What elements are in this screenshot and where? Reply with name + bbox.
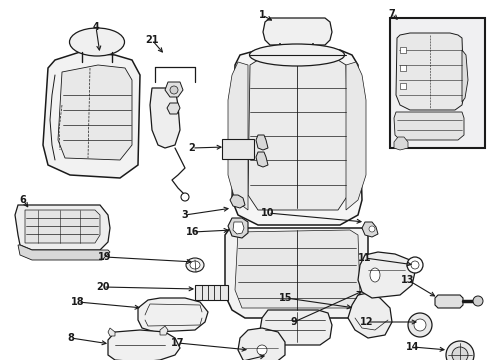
Polygon shape bbox=[247, 60, 347, 210]
Polygon shape bbox=[138, 298, 207, 332]
Text: 16: 16 bbox=[186, 227, 199, 237]
Circle shape bbox=[181, 193, 189, 201]
Circle shape bbox=[406, 257, 422, 273]
Polygon shape bbox=[347, 293, 391, 338]
Polygon shape bbox=[108, 330, 180, 360]
Text: 10: 10 bbox=[261, 208, 274, 218]
Text: 9: 9 bbox=[290, 317, 297, 327]
Polygon shape bbox=[15, 205, 110, 250]
Polygon shape bbox=[256, 135, 267, 150]
Polygon shape bbox=[399, 47, 405, 53]
Polygon shape bbox=[399, 65, 405, 71]
Text: 8: 8 bbox=[67, 333, 74, 343]
Circle shape bbox=[170, 86, 178, 94]
Circle shape bbox=[472, 296, 482, 306]
Polygon shape bbox=[434, 295, 462, 308]
Text: 2: 2 bbox=[188, 143, 195, 153]
Circle shape bbox=[445, 341, 473, 360]
Ellipse shape bbox=[190, 261, 200, 269]
Text: 1: 1 bbox=[258, 10, 265, 20]
Text: 14: 14 bbox=[406, 342, 419, 352]
Polygon shape bbox=[357, 252, 414, 298]
Text: 3: 3 bbox=[181, 210, 188, 220]
Text: 13: 13 bbox=[401, 275, 414, 285]
Polygon shape bbox=[164, 82, 183, 97]
Polygon shape bbox=[224, 228, 367, 318]
Polygon shape bbox=[18, 245, 110, 260]
Polygon shape bbox=[58, 65, 132, 160]
Polygon shape bbox=[160, 326, 168, 335]
Polygon shape bbox=[231, 50, 361, 225]
Text: 19: 19 bbox=[98, 252, 112, 262]
Ellipse shape bbox=[69, 28, 124, 56]
Polygon shape bbox=[232, 222, 244, 234]
Circle shape bbox=[257, 345, 266, 355]
Polygon shape bbox=[393, 112, 463, 140]
Circle shape bbox=[368, 226, 374, 232]
Polygon shape bbox=[229, 195, 244, 208]
Polygon shape bbox=[260, 310, 331, 345]
Polygon shape bbox=[227, 62, 247, 210]
Text: 21: 21 bbox=[145, 35, 159, 45]
Polygon shape bbox=[399, 83, 405, 89]
Circle shape bbox=[410, 261, 418, 269]
Text: 7: 7 bbox=[388, 9, 395, 19]
Ellipse shape bbox=[249, 44, 344, 66]
Polygon shape bbox=[25, 210, 100, 243]
Polygon shape bbox=[395, 33, 463, 110]
Text: 17: 17 bbox=[171, 338, 184, 348]
Polygon shape bbox=[227, 218, 247, 238]
Ellipse shape bbox=[185, 258, 203, 272]
Polygon shape bbox=[167, 103, 180, 114]
Polygon shape bbox=[195, 285, 227, 300]
Polygon shape bbox=[346, 62, 365, 210]
Text: 6: 6 bbox=[20, 195, 26, 205]
Circle shape bbox=[451, 347, 467, 360]
Polygon shape bbox=[235, 230, 359, 308]
Polygon shape bbox=[393, 137, 407, 150]
Polygon shape bbox=[238, 328, 285, 360]
Polygon shape bbox=[150, 88, 180, 148]
Text: 15: 15 bbox=[279, 293, 292, 303]
Text: 4: 4 bbox=[92, 22, 99, 32]
Circle shape bbox=[413, 319, 425, 331]
Circle shape bbox=[407, 313, 431, 337]
Polygon shape bbox=[263, 18, 331, 45]
Text: 20: 20 bbox=[96, 282, 109, 292]
Polygon shape bbox=[43, 52, 140, 178]
Polygon shape bbox=[361, 222, 377, 237]
Text: 11: 11 bbox=[358, 253, 371, 263]
FancyBboxPatch shape bbox=[222, 139, 253, 159]
Text: 12: 12 bbox=[360, 317, 373, 327]
Text: 18: 18 bbox=[71, 297, 84, 307]
Polygon shape bbox=[461, 50, 467, 102]
Polygon shape bbox=[256, 152, 267, 167]
Polygon shape bbox=[108, 328, 115, 336]
Ellipse shape bbox=[369, 268, 379, 282]
Bar bbox=[389, 18, 484, 148]
